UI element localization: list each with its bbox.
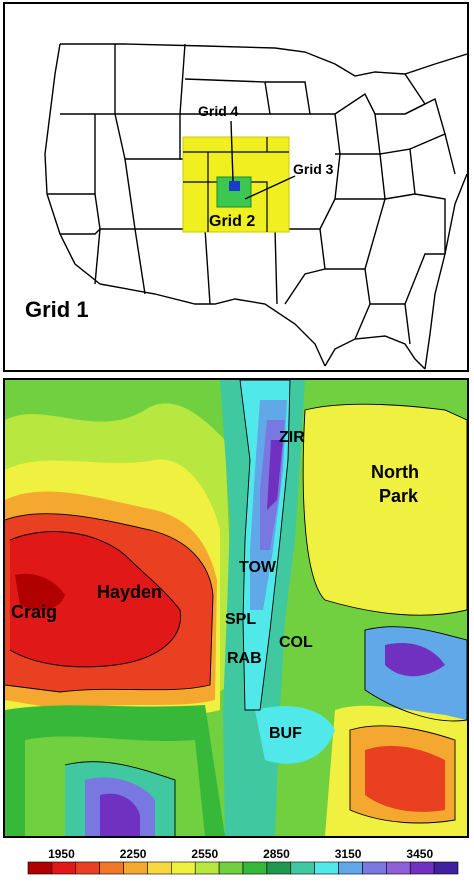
colorbar-svg: 1950 2250 2550 2850 3150 3450 — [27, 847, 459, 875]
colorbar-swatch — [290, 861, 315, 875]
colorbar-swatch — [433, 861, 459, 875]
colorbar-swatch — [99, 861, 124, 875]
colorbar-swatch — [51, 861, 77, 875]
colorbar-swatch — [338, 861, 363, 875]
colorbar-swatch — [362, 861, 387, 875]
colorbar-tick-label: 3450 — [406, 847, 433, 861]
station-spl: SPL — [225, 611, 256, 628]
terrain-elevation-map: ZIR North Park TOW Hayden Craig SPL COL … — [3, 378, 469, 838]
colorbar-swatch — [147, 861, 172, 875]
grid3-label: Grid 3 — [293, 161, 334, 177]
station-buf: BUF — [269, 725, 302, 742]
colorbar-swatch — [266, 861, 292, 875]
station-rab: RAB — [227, 650, 262, 667]
place-park: Park — [379, 486, 419, 506]
colorbar-tick-label: 3150 — [335, 847, 362, 861]
colorbar-swatch — [123, 861, 148, 875]
colorbar-swatch — [75, 861, 100, 875]
colorbar-swatch — [27, 861, 53, 875]
place-craig: Craig — [11, 602, 57, 622]
colorbar-swatch — [314, 861, 339, 875]
colorbar-tick-label: 2850 — [263, 847, 290, 861]
colorbar-tick-label: 2550 — [191, 847, 218, 861]
colorbar-tick-label: 2250 — [120, 847, 147, 861]
grid-domain-map: Grid 4 Grid 3 Grid 2 Grid 1 — [3, 2, 469, 372]
contour-lines — [5, 380, 467, 836]
station-zir: ZIR — [279, 429, 305, 446]
station-col: COL — [279, 634, 313, 651]
colorbar-swatch — [409, 861, 435, 875]
us-map-svg: Grid 4 Grid 3 Grid 2 Grid 1 — [25, 43, 467, 370]
grid1-label: Grid 1 — [25, 297, 89, 322]
colorbar-swatch — [218, 861, 244, 875]
colorbar-swatch — [171, 861, 196, 875]
grid4-label: Grid 4 — [198, 103, 239, 119]
place-hayden: Hayden — [97, 582, 162, 602]
grid2-label: Grid 2 — [209, 213, 255, 230]
colorbar-tick-label: 1950 — [48, 847, 75, 861]
colorbar-swatch — [194, 861, 220, 875]
place-north: North — [371, 462, 419, 482]
grid4-domain — [229, 181, 240, 191]
colorbar-swatch — [242, 861, 268, 875]
terrain-svg: ZIR North Park TOW Hayden Craig SPL COL … — [5, 380, 467, 836]
colorbar-swatch — [386, 861, 411, 875]
station-tow: TOW — [239, 559, 277, 576]
map-labels: ZIR North Park TOW Hayden Craig SPL COL … — [11, 429, 419, 742]
elevation-colorbar: 1950 2250 2550 2850 3150 3450 — [6, 846, 468, 880]
